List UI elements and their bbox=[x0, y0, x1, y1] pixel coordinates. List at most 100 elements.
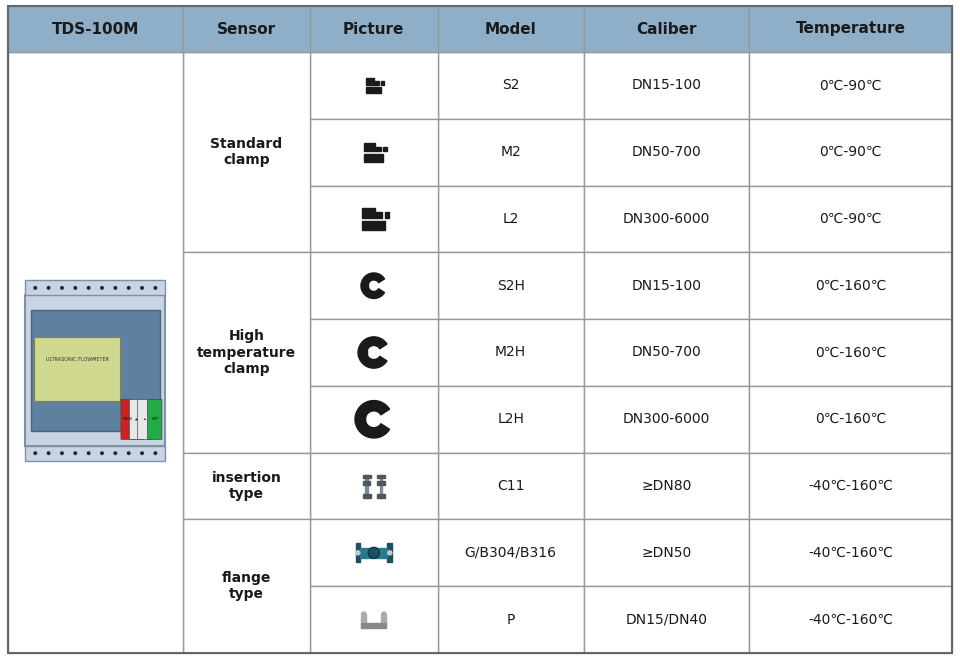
Polygon shape bbox=[363, 221, 385, 230]
Polygon shape bbox=[361, 286, 368, 289]
Bar bbox=[749, 586, 952, 653]
Text: DN50-700: DN50-700 bbox=[632, 346, 702, 360]
Bar bbox=[584, 453, 749, 520]
Text: DN15/DN40: DN15/DN40 bbox=[626, 613, 708, 627]
Text: ≥DN80: ≥DN80 bbox=[641, 479, 691, 493]
Text: ULTRASONIC FLOWMETER: ULTRASONIC FLOWMETER bbox=[46, 357, 108, 362]
Bar bbox=[438, 319, 584, 386]
Polygon shape bbox=[355, 401, 390, 438]
Bar bbox=[584, 386, 749, 453]
Text: -40℃-160℃: -40℃-160℃ bbox=[808, 613, 893, 627]
Bar bbox=[749, 520, 952, 586]
FancyBboxPatch shape bbox=[148, 399, 162, 440]
Circle shape bbox=[73, 286, 77, 290]
Text: DN50-700: DN50-700 bbox=[632, 145, 702, 159]
Bar bbox=[749, 386, 952, 453]
Circle shape bbox=[113, 451, 117, 455]
Polygon shape bbox=[355, 419, 366, 424]
Circle shape bbox=[47, 451, 51, 455]
Polygon shape bbox=[355, 415, 366, 419]
Bar bbox=[438, 520, 584, 586]
Circle shape bbox=[47, 286, 51, 290]
Text: C11: C11 bbox=[497, 479, 524, 493]
Bar bbox=[438, 6, 584, 52]
Polygon shape bbox=[388, 543, 392, 563]
Text: ENT: ENT bbox=[151, 417, 158, 421]
Polygon shape bbox=[367, 78, 379, 85]
Text: Model: Model bbox=[485, 22, 537, 36]
Polygon shape bbox=[363, 481, 371, 485]
Text: ▲: ▲ bbox=[135, 417, 138, 421]
FancyBboxPatch shape bbox=[137, 399, 152, 440]
Bar bbox=[749, 253, 952, 319]
FancyBboxPatch shape bbox=[130, 399, 144, 440]
Text: Temperature: Temperature bbox=[796, 22, 905, 36]
Bar bbox=[182, 520, 310, 653]
FancyBboxPatch shape bbox=[121, 399, 135, 440]
Bar bbox=[26, 295, 165, 446]
Polygon shape bbox=[361, 273, 385, 299]
Circle shape bbox=[369, 547, 379, 559]
Text: S2H: S2H bbox=[496, 279, 524, 293]
Polygon shape bbox=[381, 81, 384, 85]
Bar bbox=[584, 253, 749, 319]
Text: 0℃-160℃: 0℃-160℃ bbox=[815, 412, 886, 426]
Bar bbox=[8, 6, 182, 52]
Bar bbox=[310, 453, 438, 520]
Text: ≥DN50: ≥DN50 bbox=[641, 546, 691, 560]
Bar bbox=[8, 52, 182, 653]
Text: Standard
clamp: Standard clamp bbox=[210, 137, 282, 167]
Bar bbox=[584, 586, 749, 653]
Text: DN300-6000: DN300-6000 bbox=[623, 412, 710, 426]
Bar bbox=[310, 52, 438, 119]
Circle shape bbox=[86, 451, 90, 455]
Polygon shape bbox=[362, 612, 366, 614]
Bar bbox=[310, 253, 438, 319]
Text: -40℃-160℃: -40℃-160℃ bbox=[808, 546, 893, 560]
Polygon shape bbox=[367, 87, 381, 93]
Text: 0℃-90℃: 0℃-90℃ bbox=[819, 79, 882, 93]
Circle shape bbox=[100, 451, 104, 455]
Text: High
temperature
clamp: High temperature clamp bbox=[197, 329, 296, 375]
Polygon shape bbox=[358, 352, 367, 356]
Polygon shape bbox=[360, 548, 388, 558]
Polygon shape bbox=[377, 475, 385, 478]
Bar bbox=[310, 119, 438, 186]
Text: DN15-100: DN15-100 bbox=[632, 279, 702, 293]
Bar bbox=[438, 119, 584, 186]
Text: -40℃-160℃: -40℃-160℃ bbox=[808, 479, 893, 493]
Bar bbox=[749, 119, 952, 186]
Circle shape bbox=[127, 451, 131, 455]
Circle shape bbox=[86, 286, 90, 290]
Text: insertion
type: insertion type bbox=[211, 471, 281, 501]
Bar bbox=[749, 186, 952, 253]
Circle shape bbox=[60, 451, 64, 455]
Text: G/B304/B316: G/B304/B316 bbox=[465, 546, 557, 560]
Text: ►: ► bbox=[144, 417, 146, 421]
Circle shape bbox=[100, 286, 104, 290]
Polygon shape bbox=[363, 208, 382, 218]
Text: 0℃-160℃: 0℃-160℃ bbox=[815, 279, 886, 293]
Bar bbox=[34, 338, 120, 401]
Text: 0℃-160℃: 0℃-160℃ bbox=[815, 346, 886, 360]
Bar bbox=[26, 280, 165, 295]
Polygon shape bbox=[377, 494, 385, 498]
Text: Picture: Picture bbox=[343, 22, 404, 36]
Circle shape bbox=[387, 550, 393, 556]
Circle shape bbox=[140, 286, 144, 290]
Polygon shape bbox=[358, 349, 367, 352]
Bar bbox=[749, 453, 952, 520]
Bar bbox=[438, 253, 584, 319]
Text: 0℃-90℃: 0℃-90℃ bbox=[819, 212, 882, 226]
Text: M2H: M2H bbox=[495, 346, 526, 360]
Bar bbox=[31, 311, 159, 430]
Polygon shape bbox=[361, 614, 367, 625]
Polygon shape bbox=[385, 212, 390, 218]
Circle shape bbox=[154, 451, 157, 455]
Bar bbox=[584, 119, 749, 186]
Text: MENU: MENU bbox=[123, 417, 133, 421]
Polygon shape bbox=[363, 475, 371, 478]
Text: TDS-100M: TDS-100M bbox=[52, 22, 139, 36]
Bar bbox=[310, 586, 438, 653]
Text: S2: S2 bbox=[502, 79, 519, 93]
